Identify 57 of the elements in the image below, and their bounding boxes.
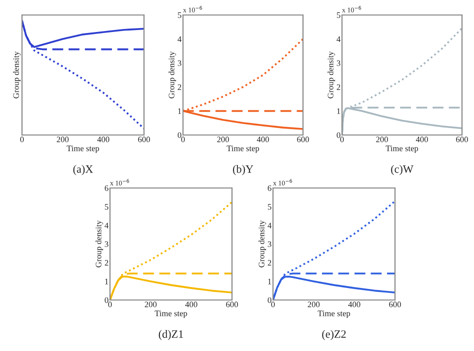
x-tick-label: 600	[389, 302, 401, 308]
y-tick-label: 4	[268, 222, 272, 228]
y-tick-label: 3	[104, 241, 108, 247]
y-tick-label: 4	[178, 36, 182, 42]
y-tick-label: 1	[105, 278, 108, 284]
y-tick-label: 6	[268, 185, 272, 191]
x-tick-label: 200	[376, 136, 388, 142]
y-axis-title: Group density	[258, 220, 266, 268]
y-tick-label: 3	[268, 241, 272, 247]
y-axis-title: Group density	[327, 51, 336, 98]
y-tick-label: 5	[178, 12, 182, 18]
y-tick-label: 2	[268, 260, 272, 266]
y-axis-title: Group density	[13, 51, 21, 98]
x-axis-title: Time step	[66, 146, 100, 153]
y-tick-label: 2	[178, 84, 182, 90]
y-tick-label: 3	[178, 60, 182, 66]
text: (c)W	[391, 165, 414, 176]
x-axis-title: Time step	[226, 146, 260, 153]
x-tick-label: 200	[308, 302, 320, 308]
y-tick-label: 3	[336, 60, 340, 66]
x-tick-label: 400	[97, 136, 110, 142]
y-tick-label: 5	[268, 204, 272, 210]
y-tick-label: 5	[104, 204, 108, 210]
y-tick-label: 0	[268, 297, 272, 303]
x-axis-title: Time step	[154, 310, 188, 318]
x-axis-title: Time step	[386, 146, 418, 153]
x-tick-label: 200	[144, 302, 157, 308]
y-tick-label: 1	[178, 108, 182, 114]
y-tick-label: 0	[178, 132, 182, 138]
y-tick-label: 2	[104, 260, 108, 266]
x-tick-label: 600	[226, 302, 238, 308]
y-tick-label: 0	[336, 132, 340, 138]
x-tick-label: 600	[456, 136, 468, 142]
x-tick-label: 600	[297, 136, 309, 142]
x-tick-label: 0	[20, 136, 24, 142]
text: (a)X	[73, 165, 93, 176]
text: (b)Y	[233, 165, 254, 176]
x-tick-label: 200	[56, 136, 69, 142]
y-tick-label: 1	[268, 278, 272, 284]
y-axis-title: Group density	[168, 51, 176, 98]
x-tick-label: 600	[138, 136, 150, 142]
x-tick-label: 200	[217, 136, 229, 142]
y-tick-label: 6	[104, 185, 108, 191]
y-tick-label: 1	[337, 108, 340, 114]
x-tick-label: 400	[416, 136, 428, 142]
x-tick-label: 400	[185, 302, 198, 308]
y-axis-title: Group density	[95, 220, 104, 268]
text: (d)Z1	[158, 330, 183, 340]
text: (e)Z2	[322, 330, 346, 340]
y-tick-label: 5	[336, 12, 340, 18]
y-tick-label: 4	[336, 36, 340, 42]
x-tick-label: 400	[256, 136, 269, 142]
y-tick-label: 0	[104, 297, 108, 303]
x-axis-title: Time step	[318, 310, 350, 318]
y-tick-label: 4	[104, 222, 108, 228]
x-tick-label: 400	[348, 302, 360, 308]
y-tick-label: 2	[336, 84, 340, 90]
